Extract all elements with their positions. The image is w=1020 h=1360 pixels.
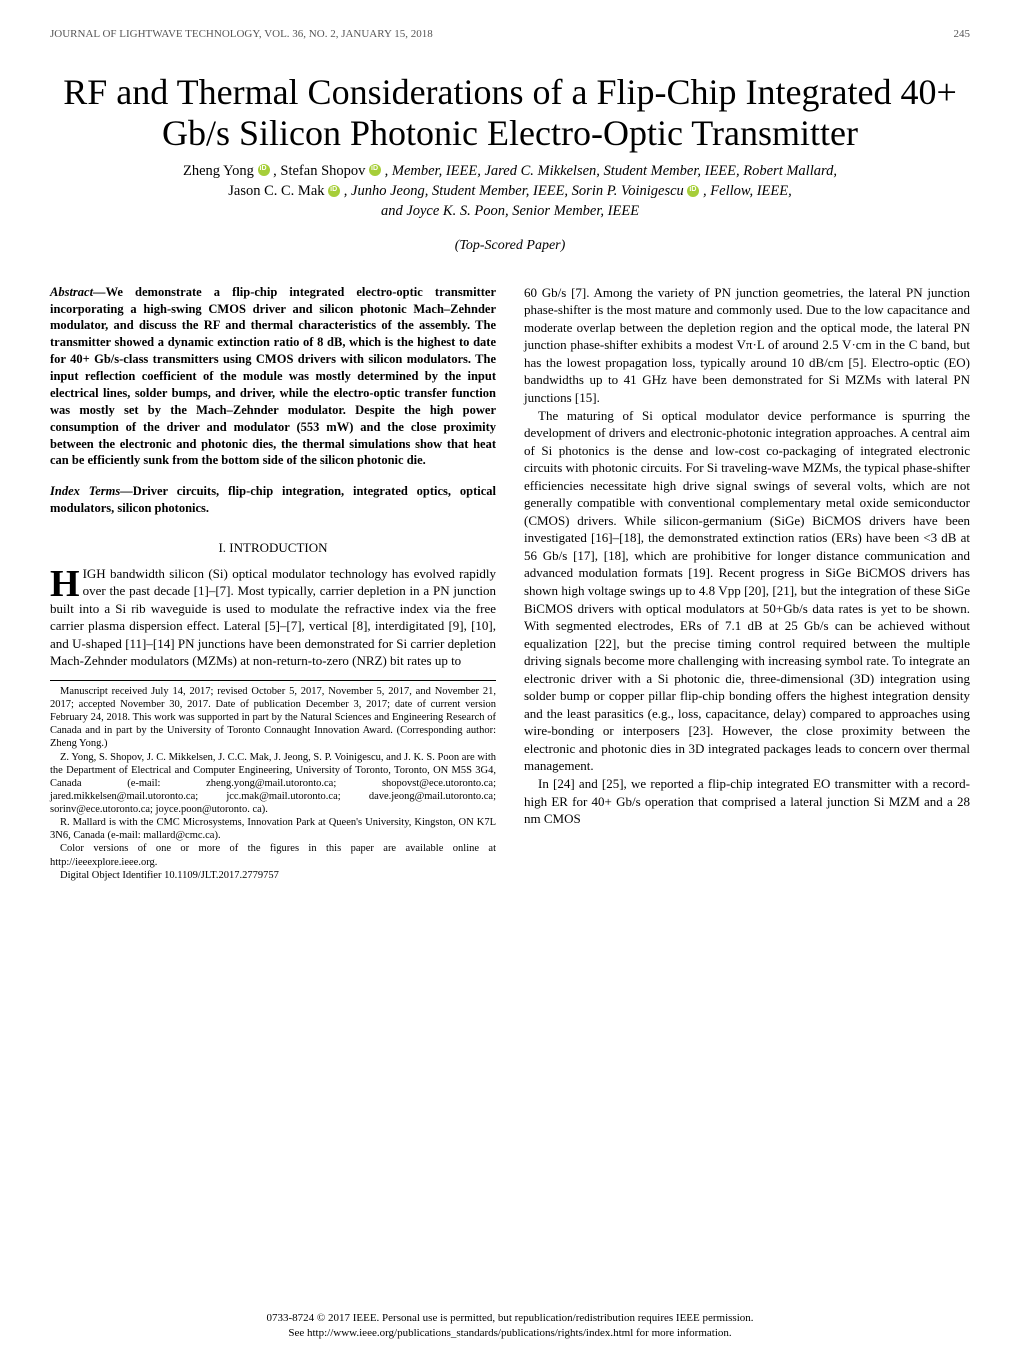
author-text: , Fellow, IEEE, xyxy=(703,183,792,199)
author-text: Jason C. C. Mak xyxy=(228,183,324,199)
author-role: and Joyce K. S. Poon, Senior Member, IEE… xyxy=(381,203,639,219)
footnote-doi: Digital Object Identifier 10.1109/JLT.20… xyxy=(50,869,496,882)
body-paragraph: 60 Gb/s [7]. Among the variety of PN jun… xyxy=(524,284,970,407)
left-column: Abstract—We demonstrate a flip-chip inte… xyxy=(50,284,496,882)
abstract-label: Abstract— xyxy=(50,285,106,299)
author-text: , Member, IEEE, Jared C. Mikkelsen, Stud… xyxy=(385,163,837,179)
rights-line: See http://www.ieee.org/publications_sta… xyxy=(50,1326,970,1340)
author-text: , Stefan Shopov xyxy=(273,163,365,179)
author-text: , Junho Jeong, Student Member, IEEE, Sor… xyxy=(344,183,684,199)
orcid-icon xyxy=(369,164,381,176)
paper-title: RF and Thermal Considerations of a Flip-… xyxy=(50,72,970,155)
dropcap: H xyxy=(50,565,83,599)
orcid-icon xyxy=(328,185,340,197)
intro-text: IGH bandwidth silicon (Si) optical modul… xyxy=(50,566,496,669)
author-role: , Member, IEEE, Jared C. Mikkelsen, Stud… xyxy=(385,163,837,179)
author-role: , Fellow, IEEE, xyxy=(703,183,792,199)
footnote-color: Color versions of one or more of the fig… xyxy=(50,842,496,868)
copyright-line: 0733-8724 © 2017 IEEE. Personal use is p… xyxy=(50,1311,970,1325)
orcid-icon xyxy=(258,164,270,176)
page-number: 245 xyxy=(954,28,971,40)
paper-tag: (Top-Scored Paper) xyxy=(50,238,970,254)
journal-info: JOURNAL OF LIGHTWAVE TECHNOLOGY, VOL. 36… xyxy=(50,28,433,40)
footnote-affiliation: R. Mallard is with the CMC Microsystems,… xyxy=(50,816,496,842)
body-paragraph: The maturing of Si optical modulator dev… xyxy=(524,407,970,775)
page-footer: 0733-8724 © 2017 IEEE. Personal use is p… xyxy=(50,1311,970,1340)
footnote-manuscript: Manuscript received July 14, 2017; revis… xyxy=(50,685,496,751)
section-heading: I. INTRODUCTION xyxy=(50,539,496,557)
two-column-layout: Abstract—We demonstrate a flip-chip inte… xyxy=(50,284,970,882)
author-text: and Joyce K. S. Poon, Senior Member, IEE… xyxy=(381,203,639,219)
authors-block: Zheng Yong , Stefan Shopov , Member, IEE… xyxy=(50,161,970,222)
abstract: Abstract—We demonstrate a flip-chip inte… xyxy=(50,284,496,470)
right-column: 60 Gb/s [7]. Among the variety of PN jun… xyxy=(524,284,970,882)
author-role: , Junho Jeong, Student Member, IEEE, Sor… xyxy=(344,183,684,199)
author-text: Zheng Yong xyxy=(183,163,254,179)
orcid-icon xyxy=(687,185,699,197)
footnote-block: Manuscript received July 14, 2017; revis… xyxy=(50,680,496,882)
footnote-affiliation: Z. Yong, S. Shopov, J. C. Mikkelsen, J. … xyxy=(50,751,496,817)
index-terms-label: Index Terms— xyxy=(50,484,133,498)
abstract-text: We demonstrate a flip-chip integrated el… xyxy=(50,285,496,468)
index-terms: Index Terms—Driver circuits, flip-chip i… xyxy=(50,483,496,517)
page-header: JOURNAL OF LIGHTWAVE TECHNOLOGY, VOL. 36… xyxy=(50,28,970,40)
intro-paragraph: HIGH bandwidth silicon (Si) optical modu… xyxy=(50,565,496,670)
body-paragraph: In [24] and [25], we reported a flip-chi… xyxy=(524,775,970,828)
